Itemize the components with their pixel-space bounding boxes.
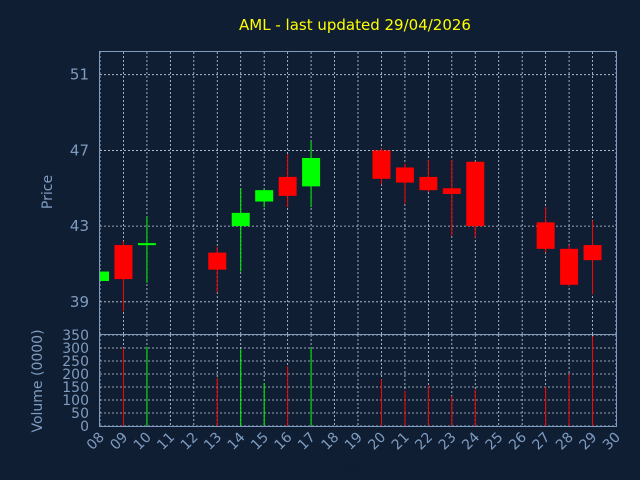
candle-body [395, 167, 414, 183]
x-tick-label: 29 [576, 430, 600, 454]
candle [137, 216, 156, 283]
candle-body [466, 161, 485, 227]
x-tick-label: 28 [553, 430, 577, 454]
x-tick-label: 30 [600, 430, 624, 454]
candle-body [372, 150, 391, 179]
x-tick-label: 21 [389, 430, 413, 454]
candle-body [137, 243, 156, 246]
volume-tick-label: 300 [62, 341, 89, 357]
x-tick-label: 17 [295, 430, 319, 454]
x-tick-label: 10 [131, 430, 155, 454]
x-tick-label: 24 [459, 429, 483, 453]
candle-body [560, 248, 579, 285]
volume-tick-label: 200 [62, 367, 89, 383]
candle [255, 188, 274, 208]
candle [442, 159, 461, 236]
candle-body [278, 176, 297, 196]
chart-title: AML - last updated 29/04/2026 [239, 16, 471, 34]
candle-body [231, 212, 250, 227]
x-tick-label: 13 [201, 430, 225, 454]
x-tick-label: 15 [248, 430, 272, 454]
x-tick-label: 09 [107, 430, 131, 454]
candle-body [442, 188, 461, 194]
candle [419, 159, 438, 193]
x-tick-label: 27 [530, 430, 554, 454]
price-tick-label: 47 [70, 141, 89, 159]
x-tick-label: 20 [365, 430, 389, 454]
candle [583, 220, 602, 295]
x-ticks: 08 09 10 11 12 13 14 15 16 17 18 19 20 21 22 23 24 25 26 27… [84, 429, 624, 453]
candle [302, 140, 321, 208]
candle [466, 161, 485, 238]
volume-tick-label: 50 [71, 406, 89, 422]
x-tick-label: 23 [436, 430, 460, 454]
volume-tick-label: 0 [80, 419, 89, 435]
price-tick-label: 39 [70, 293, 89, 311]
candle [536, 207, 555, 253]
candle [278, 154, 297, 208]
x-axis-label: Day [334, 459, 362, 475]
x-tick-label: 19 [342, 430, 366, 454]
price-grid [99, 52, 617, 334]
x-tick-label: 26 [506, 429, 530, 453]
volume-bars [122, 336, 594, 426]
volume-panel-frame [99, 334, 617, 427]
candle-body [419, 176, 438, 191]
volume-tick-label: 250 [62, 354, 89, 370]
price-panel: 39 43 47 51 [70, 51, 617, 335]
candle [372, 148, 391, 185]
candle-body [100, 271, 109, 282]
x-tick-label: 25 [483, 430, 507, 454]
price-y-ticks: 39 43 47 51 [70, 66, 89, 311]
x-tick-label: 22 [412, 430, 436, 454]
candle-body [536, 222, 555, 249]
candle [560, 245, 579, 287]
x-tick-label: 16 [272, 429, 296, 453]
volume-tick-label: 350 [62, 328, 89, 344]
candle-body [583, 245, 602, 261]
x-tick-label: 12 [178, 430, 202, 454]
x-tick-label: 14 [225, 429, 249, 453]
candle [208, 246, 227, 293]
candle [231, 188, 250, 272]
candle [395, 163, 414, 204]
volume-tick-label: 150 [62, 380, 89, 396]
volume-tick-label: 100 [62, 393, 89, 409]
price-tick-label: 43 [70, 217, 89, 235]
volume-axis-label: Volume (0000) [30, 329, 46, 432]
price-axis-label: Price [40, 175, 56, 209]
x-tick-label: 11 [154, 430, 178, 454]
volume-grid [99, 334, 617, 427]
candle [99, 271, 109, 282]
candle-body [114, 245, 133, 280]
x-tick-label: 18 [318, 430, 342, 454]
candles [99, 140, 602, 312]
candle-body [255, 190, 274, 202]
candle [114, 241, 133, 312]
candle-body [302, 157, 321, 187]
candle-body [208, 252, 227, 270]
price-tick-label: 51 [70, 66, 89, 84]
